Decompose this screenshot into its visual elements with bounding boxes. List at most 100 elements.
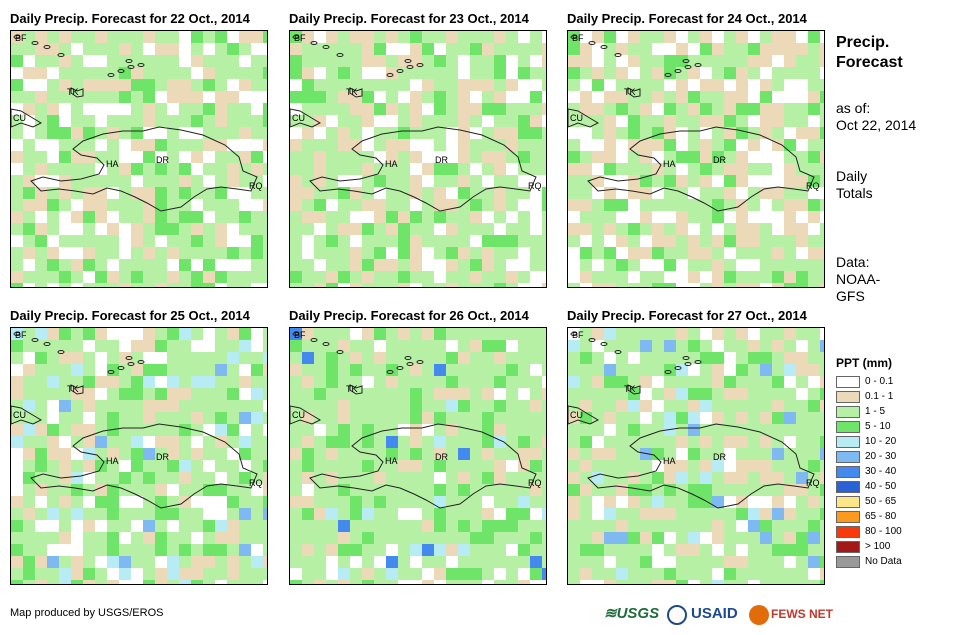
precip-cell: [290, 436, 302, 448]
precip-cell: [494, 376, 506, 388]
precip-cell: [251, 235, 263, 247]
precip-cell: [700, 508, 712, 520]
precip-cell: [724, 223, 736, 235]
precip-cell: [736, 127, 748, 139]
precip-cell: [239, 283, 251, 287]
precip-cell: [95, 247, 107, 259]
islet-outline: [336, 53, 344, 57]
precip-cell: [688, 448, 700, 460]
precip-cell: [11, 424, 23, 436]
precip-cell: [628, 55, 640, 67]
precip-cell: [362, 568, 374, 580]
precip-cell: [23, 424, 35, 436]
precip-cell: [542, 283, 546, 287]
precip-cell: [820, 199, 824, 211]
precip-cell: [760, 364, 772, 376]
precip-cell: [239, 544, 251, 556]
precip-cell: [580, 199, 592, 211]
precip-cell: [398, 448, 410, 460]
precip-cell: [712, 187, 724, 199]
precip-cell: [820, 43, 824, 55]
precip-cell: [688, 151, 700, 163]
precip-cell: [506, 247, 518, 259]
precip-cell: [215, 568, 227, 580]
precip-cell: [434, 544, 446, 556]
precip-cell: [604, 460, 616, 472]
precip-cell: [652, 55, 664, 67]
precip-cell: [302, 151, 314, 163]
precip-cell: [772, 340, 784, 352]
precip-cell: [314, 520, 326, 532]
precip-cell: [314, 55, 326, 67]
precip-cell: [592, 223, 604, 235]
precip-cell: [604, 247, 616, 259]
precip-cell: [35, 91, 47, 103]
precip-cell: [736, 103, 748, 115]
precip-cell: [688, 139, 700, 151]
precip-cell: [362, 544, 374, 556]
precip-cell: [820, 544, 824, 556]
precip-cell: [350, 448, 362, 460]
precip-cell: [155, 496, 167, 508]
precip-cell: [724, 424, 736, 436]
precip-cell: [131, 127, 143, 139]
precip-cell: [191, 388, 203, 400]
precip-cell: [374, 424, 386, 436]
precip-cell: [11, 544, 23, 556]
precip-cell: [724, 115, 736, 127]
precip-cell: [796, 43, 808, 55]
precip-cell: [494, 532, 506, 544]
precip-cell: [23, 520, 35, 532]
precip-cell: [71, 67, 83, 79]
precip-cell: [640, 400, 652, 412]
precip-cell: [724, 556, 736, 568]
precip-cell: [410, 259, 422, 271]
precip-cell: [119, 568, 131, 580]
precip-cell: [628, 364, 640, 376]
precip-cell: [167, 163, 179, 175]
precip-cell: [772, 484, 784, 496]
precip-cell: [314, 484, 326, 496]
precip-cell: [374, 472, 386, 484]
precip-cell: [326, 472, 338, 484]
precip-cell: [784, 43, 796, 55]
precip-cell: [119, 352, 131, 364]
precip-cell: [350, 151, 362, 163]
precip-cell: [362, 436, 374, 448]
precip-cell: [203, 544, 215, 556]
precip-cell: [302, 568, 314, 580]
precip-cell: [290, 187, 302, 199]
precip-cell: [616, 580, 628, 584]
precip-cell: [580, 211, 592, 223]
precip-cell: [338, 376, 350, 388]
precip-cell: [350, 412, 362, 424]
precip-cell: [131, 508, 143, 520]
sidebar-title: Precip. Forecast: [836, 33, 903, 73]
place-label-bf: BF: [572, 33, 584, 43]
precip-cell: [700, 556, 712, 568]
precip-cell: [338, 223, 350, 235]
precip-cell: [580, 460, 592, 472]
precip-cell: [227, 472, 239, 484]
precip-cell: [263, 79, 267, 91]
precip-cell: [191, 400, 203, 412]
precip-cell: [362, 235, 374, 247]
precip-cell: [470, 436, 482, 448]
precip-cell: [191, 328, 203, 340]
precip-cell: [314, 235, 326, 247]
precip-cell: [71, 364, 83, 376]
precip-cell: [760, 520, 772, 532]
precip-cell: [302, 436, 314, 448]
precip-cell: [592, 235, 604, 247]
precip-cell: [568, 532, 580, 544]
precip-cell: [808, 460, 820, 472]
precip-cell: [736, 247, 748, 259]
precip-cell: [604, 151, 616, 163]
precip-cell: [446, 328, 458, 340]
precip-cell: [386, 79, 398, 91]
precip-cell: [35, 151, 47, 163]
precip-cell: [314, 364, 326, 376]
precip-cell: [796, 544, 808, 556]
precip-cell: [712, 235, 724, 247]
precip-cell: [302, 283, 314, 287]
